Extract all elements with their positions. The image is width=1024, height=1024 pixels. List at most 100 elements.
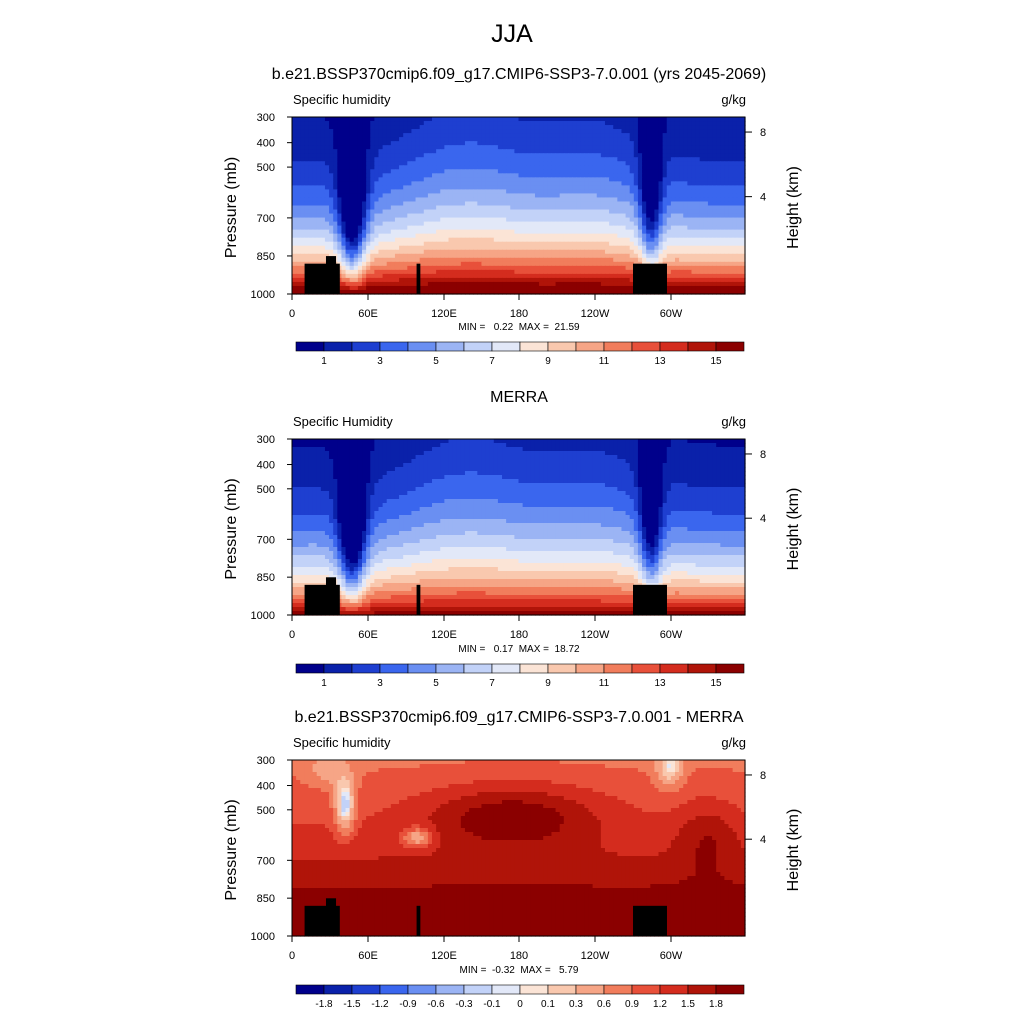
contour-cell	[432, 273, 437, 279]
contour-cell	[559, 153, 565, 158]
contour-cell	[419, 125, 425, 130]
contour-cell	[530, 157, 536, 162]
contour-cell	[411, 221, 417, 227]
contour-cell	[625, 129, 631, 134]
contour-cell	[394, 141, 400, 146]
contour-cell	[687, 121, 693, 126]
contour-cell	[300, 273, 305, 279]
contour-cell	[415, 253, 421, 259]
contour-cell	[370, 237, 375, 243]
contour-cell	[304, 209, 310, 215]
contour-cell	[477, 165, 483, 170]
contour-cell	[477, 193, 483, 199]
contour-cell	[357, 193, 363, 199]
contour-cell	[555, 185, 561, 191]
contour-cell	[522, 161, 528, 166]
contour-cell	[604, 265, 610, 271]
contour-cell	[596, 241, 602, 247]
contour-cell	[670, 225, 676, 231]
contour-cell	[497, 197, 503, 203]
contour-cell	[390, 181, 396, 186]
contour-cell	[394, 285, 400, 291]
contour-cell	[534, 165, 540, 170]
contour-cell	[547, 213, 553, 219]
contour-cell	[654, 241, 660, 247]
contour-cell	[460, 185, 466, 191]
contour-cell	[308, 169, 314, 174]
contour-cell	[296, 169, 301, 174]
contour-cell	[329, 173, 334, 178]
contour-cell	[699, 133, 705, 138]
contour-cell	[543, 149, 548, 154]
contour-cell	[423, 129, 429, 134]
contour-cell	[394, 257, 400, 263]
contour-cell	[522, 213, 528, 219]
contour-cell	[526, 269, 532, 275]
contour-cell	[518, 145, 524, 150]
contour-cell	[617, 265, 623, 271]
contour-cell	[506, 125, 511, 130]
contour-cell	[514, 181, 520, 186]
contour-cell	[353, 257, 359, 263]
contour-cell	[707, 205, 713, 211]
contour-cell	[559, 245, 565, 251]
contour-cell	[567, 185, 573, 191]
contour-cell	[337, 237, 343, 243]
contour-cell	[378, 165, 384, 170]
contour-cell	[518, 237, 524, 243]
contour-cell	[403, 439, 408, 444]
contour-cell	[464, 257, 470, 263]
contour-cell	[506, 269, 511, 275]
contour-cell	[662, 169, 668, 174]
contour-cell	[732, 149, 738, 154]
contour-cell	[394, 169, 400, 174]
contour-cell	[732, 117, 738, 122]
contour-cell	[625, 261, 631, 267]
contour-cell	[679, 185, 684, 191]
contour-cell	[646, 225, 651, 231]
contour-cell	[411, 193, 417, 199]
contour-cell	[679, 229, 684, 235]
contour-cell	[300, 237, 305, 243]
contour-cell	[534, 233, 540, 239]
contour-cell	[522, 201, 528, 207]
contour-cell	[300, 245, 305, 251]
contour-cell	[493, 229, 499, 235]
variable-label: Specific humidity	[293, 92, 391, 107]
contour-cell	[576, 285, 581, 291]
contour-cell	[300, 253, 305, 259]
contour-cell	[534, 439, 540, 444]
contour-cell	[341, 213, 347, 219]
contour-cell	[436, 145, 441, 150]
contour-cell	[362, 277, 367, 283]
contour-cell	[654, 197, 660, 203]
contour-cell	[300, 229, 305, 235]
contour-cell	[679, 117, 684, 122]
contour-cell	[469, 165, 474, 170]
contour-cell	[716, 133, 721, 138]
contour-cell	[407, 217, 413, 223]
contour-cell	[464, 181, 470, 186]
contour-cell	[320, 165, 326, 170]
contour-cell	[551, 141, 557, 146]
contour-cell	[687, 221, 693, 227]
contour-cell	[337, 117, 343, 122]
contour-cell	[403, 269, 408, 275]
contour-cell	[633, 257, 639, 263]
contour-cell	[390, 169, 396, 174]
contour-cell	[469, 137, 474, 142]
contour-cell	[716, 209, 721, 215]
contour-cell	[296, 137, 301, 142]
contour-cell	[370, 269, 375, 275]
contour-cell	[613, 281, 618, 287]
contour-cell	[469, 257, 474, 263]
contour-cell	[712, 257, 717, 263]
contour-cell	[489, 265, 495, 271]
contour-cell	[329, 185, 334, 191]
contour-cell	[609, 205, 614, 211]
contour-cell	[621, 245, 627, 251]
contour-cell	[703, 149, 709, 154]
contour-cell	[543, 241, 548, 247]
contour-cell	[366, 273, 371, 279]
contour-cell	[712, 265, 717, 271]
